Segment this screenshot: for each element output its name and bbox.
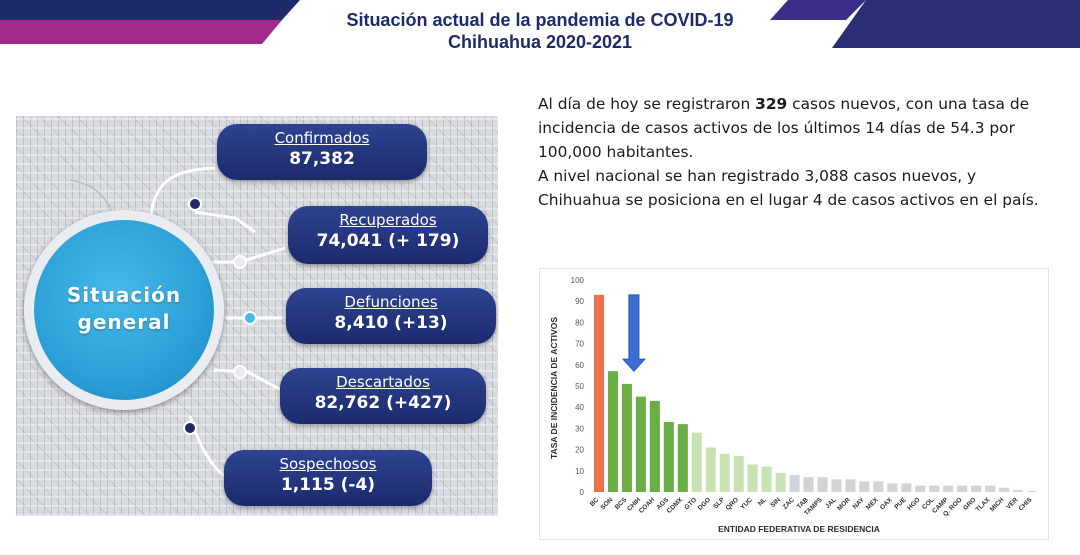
stat-card-defunciones: Defunciones 8,410 (+13) [286, 288, 496, 344]
header-banner-right [770, 0, 1080, 48]
x-tick-label: GTO [683, 496, 698, 511]
bar-chih [635, 396, 646, 492]
page-title: Situación actual de la pandemia de COVID… [346, 10, 734, 30]
y-tick-label: 40 [575, 403, 584, 412]
bar-yuc [747, 464, 758, 492]
bar-camp [943, 485, 954, 492]
bar-coah [649, 400, 660, 492]
x-tick-label: ZAC [782, 496, 797, 511]
y-tick-label: 90 [575, 297, 584, 306]
stat-label: Confirmados [274, 129, 370, 147]
bar-son [607, 371, 618, 492]
x-tick-label: YUC [739, 496, 754, 511]
x-tick-label: CDMX [666, 496, 685, 515]
bar-mich [999, 487, 1010, 492]
new-cases-count: 329 [755, 95, 788, 113]
bar-col [929, 485, 940, 492]
x-tick-label: MICH [989, 496, 1006, 513]
bar-zac [789, 475, 800, 492]
bar-qro [733, 455, 744, 492]
stat-card-confirmados: Confirmados 87,382 [217, 124, 427, 180]
x-tick-label: OAX [879, 496, 894, 511]
y-tick-label: 10 [575, 467, 584, 476]
bar-q-roo [957, 485, 968, 492]
bar-nl [761, 466, 772, 492]
stat-value: 87,382 [289, 149, 355, 169]
bar-nay [859, 481, 870, 492]
bar-pue [901, 483, 912, 492]
bar-tlax [985, 485, 996, 492]
stat-label: Descartados [336, 373, 430, 391]
situation-circle [34, 220, 214, 400]
bar-hgo [915, 485, 926, 492]
summary-paragraph-2: A nivel nacional se han registrado 3,088… [538, 167, 1039, 209]
y-tick-label: 80 [575, 318, 584, 327]
situation-circle-label: Situación general [34, 282, 214, 336]
x-tick-label: SON [599, 496, 614, 511]
y-tick-label: 50 [575, 382, 584, 391]
x-tick-label: MEX [865, 496, 880, 511]
stat-card-recuperados: Recuperados 74,041 (+ 179) [288, 206, 488, 264]
summary-paragraph-1: Al día de hoy se registraron 329 casos n… [538, 92, 1063, 164]
y-tick-label: 100 [571, 276, 585, 285]
summary-line1-post: casos nuevos, con una tasa de incidencia… [538, 95, 1030, 161]
x-tick-label: SIN [769, 496, 782, 509]
page-subtitle: Chihuahua 2020-2021 [447, 32, 633, 52]
stat-value: 8,410 (+13) [334, 313, 448, 333]
x-tick-label: PUE [893, 496, 908, 511]
x-tick-label: TLAX [975, 496, 992, 513]
stat-label: Defunciones [344, 293, 438, 311]
stat-card-sospechosos: Sospechosos 1,115 (-4) [224, 450, 432, 506]
bar-gto [691, 432, 702, 492]
bar-chis [1026, 490, 1038, 492]
x-axis-label: ENTIDAD FEDERATIVA DE RESIDENCIA [718, 524, 880, 534]
stat-card-descartados: Descartados 82,762 (+427) [280, 368, 486, 424]
circle-label-line2: general [77, 310, 171, 334]
incidence-chart: 0 10 20 30 40 50 60 70 80 90 100 BC SON BCS CHIH COAH A… [539, 268, 1049, 540]
y-tick-label: 20 [575, 446, 584, 455]
x-tick-label: HGO [906, 496, 921, 511]
x-tick-label: SLP [712, 496, 726, 510]
bar-cdmx [677, 424, 688, 492]
bar-sin [775, 472, 786, 492]
stat-label: Sospechosos [279, 455, 377, 473]
bar-dgo [705, 447, 716, 492]
header-banner-left [0, 0, 300, 44]
x-tick-label: COAH [638, 496, 657, 515]
bar-ver [1013, 489, 1024, 492]
x-tick-label: NL [757, 496, 768, 507]
circle-label-line1: Situación [66, 283, 182, 307]
y-tick-label: 0 [580, 488, 585, 497]
y-tick-label: 30 [575, 424, 584, 433]
summary-text: Al día de hoy se registraron 329 casos n… [538, 92, 1063, 212]
x-tick-label: NAY [852, 496, 867, 511]
stat-value: 74,041 (+ 179) [316, 231, 460, 251]
stat-value: 82,762 (+427) [314, 393, 452, 413]
stat-value: 1,115 (-4) [280, 475, 376, 495]
x-tick-label: CHIS [1018, 496, 1034, 512]
bar-jal [831, 479, 842, 492]
bar-bcs [621, 383, 632, 492]
bar-tamps [817, 477, 828, 492]
bar-slp [719, 453, 730, 492]
y-tick-label: 70 [575, 340, 584, 349]
bar-mor [845, 479, 856, 492]
highlight-arrow-icon [621, 294, 647, 372]
bar-oax [887, 483, 898, 492]
x-tick-label: QRO [725, 496, 740, 511]
y-axis-label: TASA DE INCIDENCIA DE ACTIVOS [549, 317, 559, 459]
bar-mex [873, 481, 884, 492]
blank-area [22, 516, 236, 555]
bar-ags [663, 422, 674, 492]
y-tick-label: 60 [575, 361, 584, 370]
bar-gro [971, 485, 982, 492]
x-tick-label: MOR [836, 496, 852, 512]
x-tick-label: DGO [697, 496, 712, 511]
stat-label: Recuperados [339, 211, 437, 229]
bar-tab [803, 477, 814, 492]
bar-bc [593, 294, 605, 492]
x-tick-label: BC [589, 496, 601, 508]
summary-line1-pre: Al día de hoy se registraron [538, 95, 756, 113]
